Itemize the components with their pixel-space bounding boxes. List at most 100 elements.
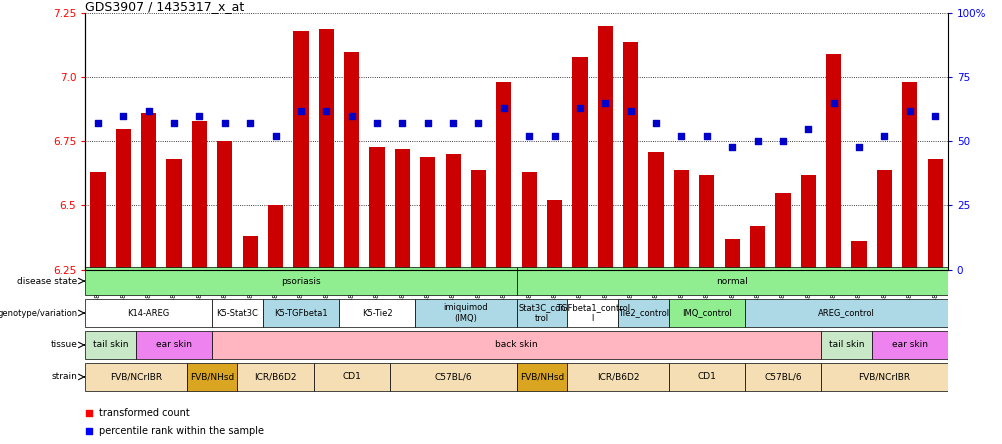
Point (166, 120, 182, 127)
Bar (800, 175, 815, 270)
Bar (821, 331, 871, 359)
Point (597, 99, 613, 107)
Text: K5-Stat3C: K5-Stat3C (216, 309, 259, 317)
Point (698, 133, 714, 140)
Bar (516, 299, 567, 327)
Text: ICR/B6D2: ICR/B6D2 (596, 373, 638, 381)
Bar (85, 299, 211, 327)
Point (394, 120, 410, 127)
Text: ear skin: ear skin (156, 341, 191, 349)
Text: Tie2_control: Tie2_control (617, 309, 668, 317)
Point (81, 427, 97, 434)
Bar (85, 331, 136, 359)
Bar (314, 363, 390, 391)
Point (775, 138, 791, 145)
Text: TGFbeta1_control
l: TGFbeta1_control l (555, 303, 629, 323)
Text: tail skin: tail skin (93, 341, 128, 349)
Text: CD1: CD1 (342, 373, 361, 381)
Text: AREG_control: AREG_control (817, 309, 874, 317)
Bar (567, 299, 617, 327)
Text: K5-TGFbeta1: K5-TGFbeta1 (274, 309, 328, 317)
Point (191, 112, 207, 119)
Bar (293, 31, 309, 270)
Point (571, 104, 587, 111)
Point (926, 112, 942, 119)
Bar (339, 299, 415, 327)
Bar (141, 113, 156, 270)
Bar (521, 172, 536, 270)
Point (268, 133, 284, 140)
Bar (237, 363, 314, 391)
Bar (85, 363, 186, 391)
Point (876, 133, 892, 140)
Point (521, 133, 537, 140)
Text: K5-Tie2: K5-Tie2 (362, 309, 392, 317)
Point (470, 120, 486, 127)
Point (647, 120, 663, 127)
Bar (344, 52, 359, 270)
Bar (617, 299, 668, 327)
Bar (263, 299, 339, 327)
Bar (211, 331, 821, 359)
Bar (744, 299, 947, 327)
Text: GDS3907 / 1435317_x_at: GDS3907 / 1435317_x_at (85, 0, 244, 13)
Text: C57BL/6: C57BL/6 (764, 373, 801, 381)
Bar (851, 242, 866, 270)
Point (445, 120, 461, 127)
Text: FVB/NHsd: FVB/NHsd (519, 373, 563, 381)
Text: percentile rank within the sample: percentile rank within the sample (99, 426, 265, 436)
Text: FVB/NCrIBR: FVB/NCrIBR (858, 373, 910, 381)
Point (748, 138, 765, 145)
Point (825, 99, 841, 107)
Text: back skin: back skin (495, 341, 537, 349)
Point (672, 133, 688, 140)
Point (344, 112, 360, 119)
Bar (775, 193, 790, 270)
Bar (901, 83, 917, 270)
Point (81, 409, 97, 416)
Bar (186, 363, 237, 391)
Point (495, 104, 511, 111)
Text: CD1: CD1 (696, 373, 715, 381)
Text: IMQ_control: IMQ_control (681, 309, 731, 317)
Bar (698, 175, 713, 270)
Bar (115, 129, 131, 270)
Point (90, 120, 106, 127)
Bar (390, 363, 516, 391)
Bar (217, 142, 232, 270)
Bar (445, 154, 460, 270)
Bar (191, 121, 206, 270)
Bar (516, 363, 567, 391)
Bar (268, 206, 283, 270)
Bar (567, 363, 668, 391)
Bar (136, 331, 211, 359)
Bar (723, 239, 739, 270)
Bar (572, 57, 587, 270)
Bar (673, 170, 688, 270)
Bar (516, 267, 947, 295)
Bar (826, 54, 841, 270)
Point (140, 107, 156, 114)
Text: tissue: tissue (51, 341, 77, 349)
Bar (546, 200, 562, 270)
Bar (876, 170, 891, 270)
Bar (496, 83, 511, 270)
Point (369, 120, 385, 127)
Bar (622, 41, 637, 270)
Point (723, 143, 739, 150)
Point (115, 112, 131, 119)
Point (850, 143, 866, 150)
Text: FVB/NCrIBR: FVB/NCrIBR (110, 373, 162, 381)
Bar (415, 299, 516, 327)
Point (293, 107, 309, 114)
Bar (597, 26, 612, 270)
Bar (927, 159, 942, 270)
Bar (648, 152, 663, 270)
Bar (166, 159, 181, 270)
Bar (821, 363, 947, 391)
Text: genotype/variation: genotype/variation (0, 309, 77, 317)
Text: Stat3C_con
trol: Stat3C_con trol (518, 303, 565, 323)
Bar (749, 226, 765, 270)
Text: imiquimod
(IMQ): imiquimod (IMQ) (443, 303, 488, 323)
Text: ear skin: ear skin (891, 341, 927, 349)
